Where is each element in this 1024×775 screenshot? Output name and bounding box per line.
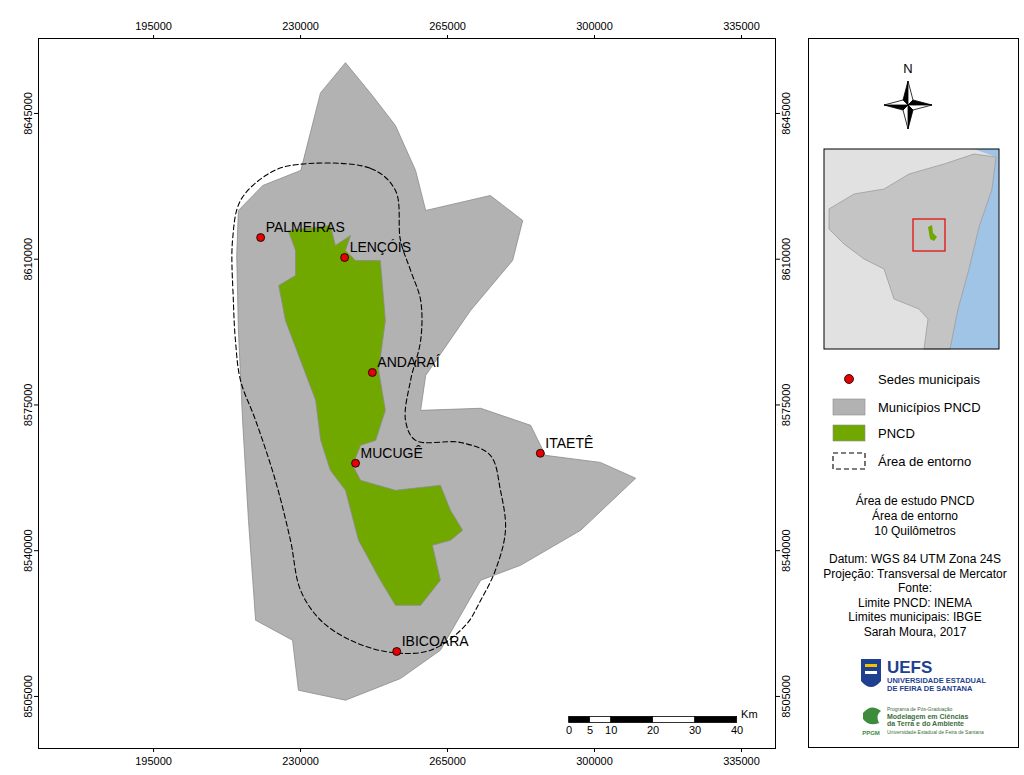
- svg-text:230000: 230000: [282, 755, 319, 767]
- svg-text:Limites municipais: IBGE: Limites municipais: IBGE: [848, 610, 981, 624]
- svg-text:195000: 195000: [135, 20, 172, 32]
- svg-text:265000: 265000: [429, 755, 466, 767]
- svg-text:230000: 230000: [282, 20, 319, 32]
- svg-text:ITAETÊ: ITAETÊ: [545, 435, 593, 451]
- svg-text:8610000: 8610000: [780, 238, 792, 281]
- svg-text:Universidade Estadual de Feira: Universidade Estadual de Feira de Santan…: [887, 729, 984, 735]
- svg-text:Sedes municipais: Sedes municipais: [878, 372, 980, 387]
- svg-text:UEFS: UEFS: [887, 658, 932, 677]
- svg-text:300000: 300000: [576, 755, 613, 767]
- svg-text:8575000: 8575000: [780, 384, 792, 427]
- svg-text:Km: Km: [741, 708, 758, 720]
- svg-text:da Terra e do Ambiente: da Terra e do Ambiente: [887, 720, 964, 727]
- svg-text:Sarah Moura, 2017: Sarah Moura, 2017: [864, 625, 967, 639]
- svg-text:8505000: 8505000: [22, 675, 34, 718]
- svg-text:Área de entorno: Área de entorno: [878, 454, 971, 469]
- svg-text:Projeção: Transversal de Merca: Projeção: Transversal de Mercator: [823, 567, 1006, 581]
- svg-text:10 Quilômetros: 10 Quilômetros: [874, 524, 955, 538]
- svg-text:Limite PNCD: INEMA: Limite PNCD: INEMA: [858, 596, 972, 610]
- svg-text:Municípios PNCD: Municípios PNCD: [878, 400, 981, 415]
- svg-text:8645000: 8645000: [780, 92, 792, 135]
- svg-text:PPGM: PPGM: [862, 730, 880, 736]
- svg-text:265000: 265000: [429, 20, 466, 32]
- svg-text:MUCUGÊ: MUCUGÊ: [361, 445, 423, 461]
- svg-text:ANDARAÍ: ANDARAÍ: [377, 354, 439, 370]
- svg-text:10: 10: [605, 724, 617, 736]
- svg-text:8540000: 8540000: [780, 529, 792, 572]
- svg-text:8505000: 8505000: [780, 675, 792, 718]
- svg-text:40: 40: [731, 724, 743, 736]
- svg-text:8540000: 8540000: [22, 529, 34, 572]
- svg-text:Programa de Pós-Graduação: Programa de Pós-Graduação: [887, 706, 953, 712]
- svg-text:5: 5: [587, 724, 593, 736]
- svg-text:20: 20: [647, 724, 659, 736]
- svg-text:195000: 195000: [135, 755, 172, 767]
- svg-text:PALMEIRAS: PALMEIRAS: [266, 219, 345, 235]
- svg-text:LENÇÓIS: LENÇÓIS: [350, 239, 411, 255]
- svg-text:UNIVERSIDADE ESTADUAL: UNIVERSIDADE ESTADUAL: [887, 676, 986, 685]
- svg-text:Área de estudo PNCD: Área de estudo PNCD: [856, 493, 975, 508]
- svg-text:N: N: [903, 61, 912, 76]
- svg-text:Área de entorno: Área de entorno: [872, 508, 958, 523]
- svg-text:8610000: 8610000: [22, 238, 34, 281]
- svg-text:300000: 300000: [576, 20, 613, 32]
- svg-text:Fonte:: Fonte:: [898, 581, 932, 595]
- svg-text:IBICOARA: IBICOARA: [402, 633, 470, 649]
- svg-text:335000: 335000: [723, 20, 760, 32]
- svg-text:0: 0: [566, 724, 572, 736]
- svg-text:335000: 335000: [723, 755, 760, 767]
- svg-text:DE FEIRA DE SANTANA: DE FEIRA DE SANTANA: [887, 684, 973, 693]
- svg-text:Datum: WGS 84 UTM Zona 24S: Datum: WGS 84 UTM Zona 24S: [829, 552, 1001, 566]
- svg-text:8575000: 8575000: [22, 384, 34, 427]
- svg-text:PNCD: PNCD: [878, 426, 915, 441]
- svg-text:Modelagem em Ciências: Modelagem em Ciências: [887, 712, 969, 720]
- svg-text:30: 30: [689, 724, 701, 736]
- svg-text:8645000: 8645000: [22, 92, 34, 135]
